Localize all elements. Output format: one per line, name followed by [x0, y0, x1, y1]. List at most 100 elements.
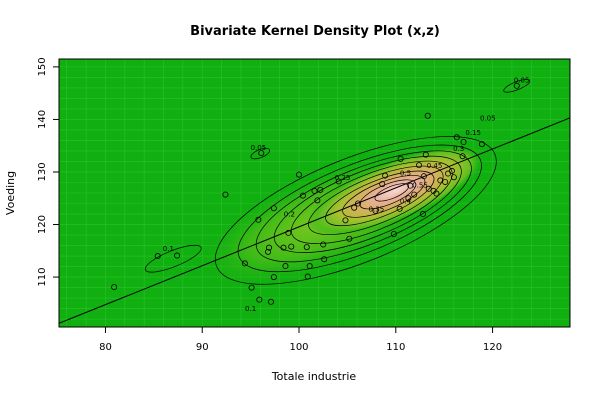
contour-line: [237, 144, 482, 273]
data-point: [222, 191, 229, 198]
contour-line: [255, 150, 472, 263]
data-point: [111, 284, 118, 291]
contour-label: 0.55: [412, 182, 428, 190]
data-point: [321, 256, 328, 263]
plot-area: 0.050.050.050.10.10.150.20.250.30.350.40…: [59, 59, 570, 327]
data-point: [282, 263, 289, 270]
data-point: [396, 205, 403, 212]
contour-label: 0.4: [400, 198, 412, 206]
data-point: [460, 139, 467, 146]
data-point: [379, 181, 386, 188]
x-tick-label: 80: [99, 342, 112, 353]
contour-labels: 0.050.050.050.10.10.150.20.250.30.350.40…: [163, 77, 530, 314]
data-point: [311, 187, 318, 194]
data-point: [296, 171, 303, 178]
contour-label: 0.05: [480, 114, 496, 122]
data-point: [270, 274, 277, 281]
data-point: [265, 248, 272, 255]
x-tick-label: 120: [483, 342, 502, 353]
data-point: [433, 190, 440, 197]
contour-line: [214, 136, 497, 285]
y-tick-label: 150: [37, 57, 48, 76]
data-point: [270, 205, 277, 212]
data-point: [420, 173, 427, 180]
data-point: [442, 178, 449, 185]
chart-title: Bivariate Kernel Density Plot (x,z): [190, 24, 440, 39]
plot-frame: [58, 58, 571, 328]
contour-label: 0.5: [400, 170, 411, 178]
contour-label: 0.1: [163, 245, 174, 253]
data-point: [351, 204, 358, 211]
data-point: [285, 229, 292, 236]
contour-label: 0.2: [284, 211, 295, 219]
y-tick-label: 120: [37, 215, 48, 234]
data-point: [241, 260, 248, 267]
regression-line: [59, 117, 570, 324]
data-point: [267, 298, 274, 305]
data-point: [314, 197, 321, 204]
y-axis: 110 120 130 140 150: [37, 57, 59, 287]
contour-label: 0.1: [245, 305, 256, 313]
data-point: [424, 112, 431, 119]
data-point: [320, 241, 327, 248]
contour-line: [325, 170, 435, 227]
x-tick-label: 100: [289, 342, 308, 353]
y-axis-label: Voeding: [4, 171, 17, 215]
x-axis-label: Totale industrie: [271, 370, 357, 383]
data-point: [280, 244, 287, 251]
data-point: [416, 162, 423, 169]
contour-line: [250, 147, 271, 160]
contour-label: 0.05: [251, 144, 267, 152]
data-point: [317, 186, 324, 193]
contour-lines: [144, 79, 531, 285]
data-point: [390, 230, 397, 237]
contour-line: [290, 160, 453, 245]
data-point: [382, 172, 389, 179]
data-point: [422, 151, 429, 158]
data-point: [411, 191, 418, 198]
contour-line: [342, 175, 426, 218]
data-point: [299, 192, 306, 199]
data-point: [346, 235, 353, 242]
x-axis: 80 90 100 110 120: [99, 327, 502, 353]
contour-line: [144, 244, 202, 273]
density-surface: [196, 145, 485, 288]
data-point: [419, 211, 426, 218]
data-point: [407, 182, 414, 189]
data-point: [266, 244, 273, 251]
y-tick-label: 140: [37, 110, 48, 129]
data-point: [288, 243, 295, 250]
data-point: [303, 244, 310, 251]
contour-label: 0.45: [427, 162, 443, 170]
y-tick-label: 110: [37, 268, 48, 287]
data-point: [397, 155, 404, 162]
data-point: [304, 273, 311, 280]
data-point: [355, 200, 362, 207]
x-tick-label: 90: [196, 342, 209, 353]
contour-label: 0.05: [514, 77, 530, 85]
data-point: [450, 174, 457, 181]
data-point: [306, 263, 313, 270]
grid: [59, 59, 570, 327]
data-point: [256, 296, 263, 303]
data-point: [174, 252, 181, 259]
contour-line: [308, 165, 444, 236]
data-point: [478, 141, 485, 148]
data-point: [335, 178, 342, 185]
contour-line: [374, 183, 409, 202]
contour-label: 0.25: [335, 174, 351, 182]
data-point: [513, 82, 520, 89]
y-tick-label: 130: [37, 162, 48, 181]
contour-label: 0.15: [465, 129, 481, 137]
contour-line: [503, 79, 531, 93]
density-core: [306, 145, 485, 236]
data-point: [258, 150, 265, 157]
data-point: [405, 195, 412, 202]
data-point: [425, 185, 432, 192]
data-point: [448, 167, 455, 174]
contour-label: 0.35: [369, 205, 385, 213]
data-point: [154, 253, 161, 260]
contour-label: 0.3: [453, 145, 464, 153]
data-point: [372, 207, 379, 214]
